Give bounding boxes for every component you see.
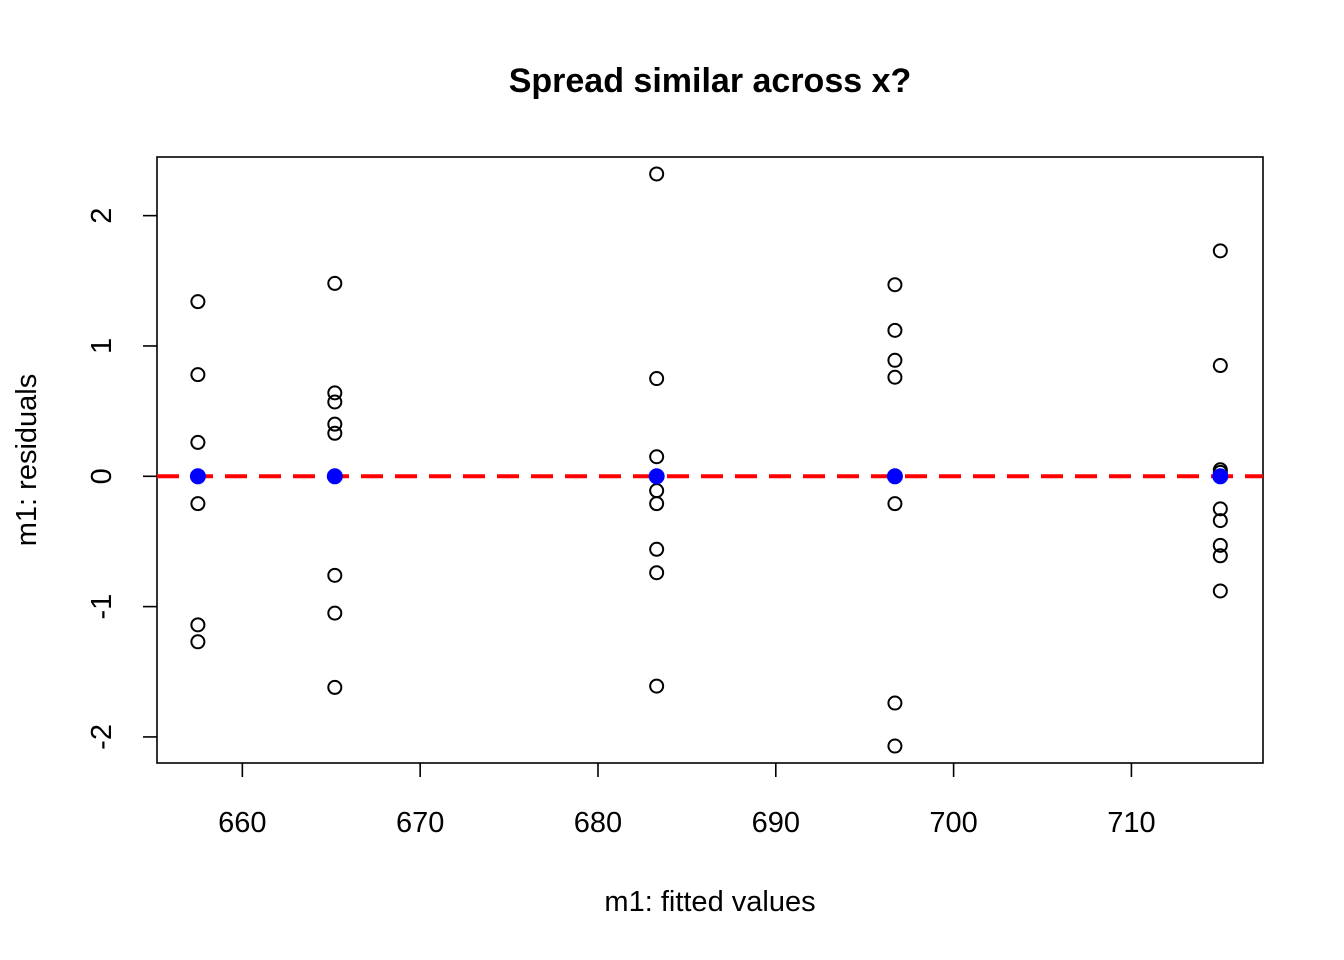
residual-point [1212,548,1228,564]
y-tick-label: -2 [86,724,118,750]
group-mean-point [1212,468,1229,485]
residual-point [327,567,343,583]
residual-point [887,369,903,385]
residual-point [327,679,343,695]
residual-point [1212,537,1228,553]
residual-point [887,738,903,754]
residual-point [327,425,343,441]
residual-point [1212,243,1228,259]
residual-point [887,695,903,711]
y-tick-label: 0 [86,468,118,484]
x-tick-label: 660 [218,807,266,839]
residual-point [190,634,206,650]
residual-point [887,277,903,293]
residual-point [1212,501,1228,517]
points-group [189,166,1229,754]
y-axis: -2 -1 0 1 2 [86,208,157,750]
residual-point [327,385,343,401]
group-mean-point [648,468,665,485]
residual-point [190,496,206,512]
residual-point [887,322,903,338]
residual-point [649,483,665,499]
y-tick-label: -1 [86,594,118,620]
residual-point [649,496,665,512]
residual-point [327,416,343,432]
residual-point [649,371,665,387]
residual-point [190,434,206,450]
chart-title: Spread similar across x? [509,62,912,100]
y-tick-label: 1 [86,338,118,354]
residual-point [1212,358,1228,374]
x-tick-label: 670 [396,807,444,839]
x-tick-label: 700 [929,807,977,839]
x-axis: 660 670 680 690 700 710 [218,763,1156,839]
residual-point [649,166,665,182]
residual-point [327,605,343,621]
group-mean-point [886,468,903,485]
group-mean-point [326,468,343,485]
residual-point [327,394,343,410]
x-tick-label: 690 [752,807,800,839]
residual-point [887,352,903,368]
y-axis-label: m1: residuals [11,374,43,546]
x-tick-label: 710 [1107,807,1155,839]
y-tick-label: 2 [86,208,118,224]
residual-point [190,367,206,383]
x-axis-label: m1: fitted values [604,886,815,918]
residual-point [1212,513,1228,529]
residual-point [1212,583,1228,599]
residual-point [649,565,665,581]
residual-point [649,449,665,465]
residual-point [190,617,206,633]
x-tick-label: 680 [574,807,622,839]
group-mean-point [189,468,206,485]
residual-point [327,275,343,291]
residual-point [649,678,665,694]
residual-point [887,496,903,512]
residual-point [649,541,665,557]
residual-point [190,294,206,310]
plot-frame [156,156,1264,764]
